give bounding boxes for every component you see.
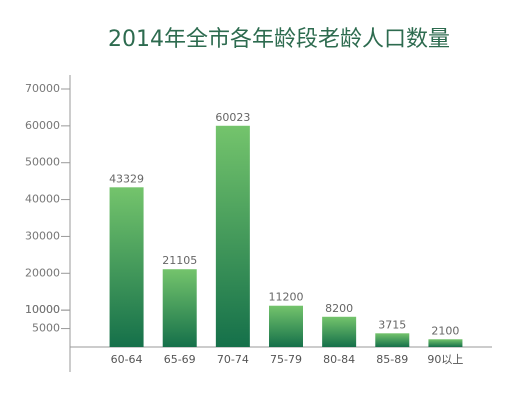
y-tick-label: 10000 (25, 303, 60, 316)
x-tick-label: 70-74 (217, 353, 249, 366)
x-tick-label: 75-79 (270, 353, 302, 366)
y-tick-label: 40000 (25, 193, 60, 206)
y-tick-label: 5000 (32, 322, 60, 335)
value-label: 21105 (162, 254, 197, 267)
x-tick-label: 65-69 (164, 353, 196, 366)
value-label: 43329 (109, 172, 144, 185)
bar (428, 339, 463, 347)
value-label: 8200 (325, 302, 353, 315)
bar (109, 187, 144, 347)
bar (215, 125, 250, 347)
value-label: 11200 (269, 291, 304, 304)
y-tick-label: 60000 (25, 119, 60, 132)
value-label: 60023 (215, 111, 250, 124)
bar (375, 333, 410, 347)
value-label: 3715 (378, 318, 406, 331)
bar (269, 305, 303, 347)
bar (162, 269, 197, 347)
value-label: 2100 (431, 324, 459, 337)
x-tick-label: 60-64 (111, 353, 143, 366)
x-tick-label: 90以上 (427, 353, 463, 366)
x-tick-label: 85-89 (376, 353, 408, 366)
y-tick-label: 20000 (25, 266, 60, 279)
y-tick-label: 10000 (25, 303, 60, 316)
y-tick-label: 70000 (25, 82, 60, 95)
chart-title: 2014年全市各年龄段老龄人口数量 (108, 27, 450, 52)
y-tick-label: 30000 (25, 229, 60, 242)
x-tick-label: 80-84 (323, 353, 355, 366)
y-tick-label: 50000 (25, 156, 60, 169)
bar (322, 316, 357, 347)
